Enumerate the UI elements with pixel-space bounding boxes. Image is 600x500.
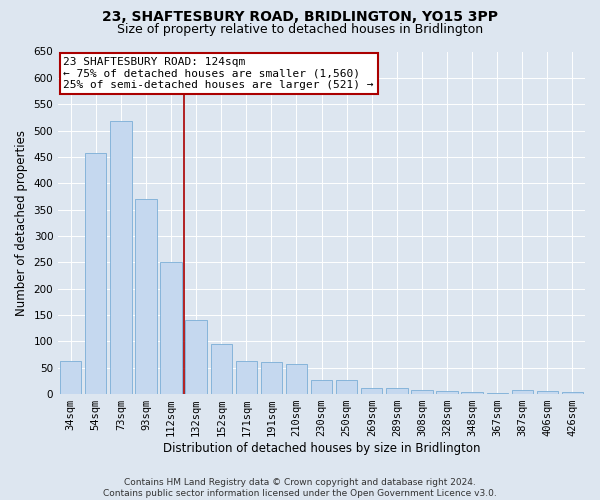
Bar [537,392,558,394]
Bar [361,388,382,394]
Text: Size of property relative to detached houses in Bridlington: Size of property relative to detached ho… [117,22,483,36]
Bar [185,320,207,394]
Text: 23, SHAFTESBURY ROAD, BRIDLINGTON, YO15 3PP: 23, SHAFTESBURY ROAD, BRIDLINGTON, YO15 … [102,10,498,24]
X-axis label: Distribution of detached houses by size in Bridlington: Distribution of detached houses by size … [163,442,481,455]
Bar [461,392,483,394]
Bar [261,362,282,394]
Bar [160,262,182,394]
Text: 23 SHAFTESBURY ROAD: 124sqm
← 75% of detached houses are smaller (1,560)
25% of : 23 SHAFTESBURY ROAD: 124sqm ← 75% of det… [64,56,374,90]
Text: Contains HM Land Registry data © Crown copyright and database right 2024.
Contai: Contains HM Land Registry data © Crown c… [103,478,497,498]
Bar [136,199,157,394]
Bar [85,153,106,394]
Bar [311,380,332,394]
Bar [386,388,407,394]
Bar [436,391,458,394]
Bar [562,392,583,394]
Bar [60,361,82,394]
Bar [236,362,257,394]
Bar [411,390,433,394]
Bar [512,390,533,394]
Bar [286,364,307,394]
Bar [487,392,508,394]
Y-axis label: Number of detached properties: Number of detached properties [15,130,28,316]
Bar [211,344,232,394]
Bar [336,380,358,394]
Bar [110,120,131,394]
